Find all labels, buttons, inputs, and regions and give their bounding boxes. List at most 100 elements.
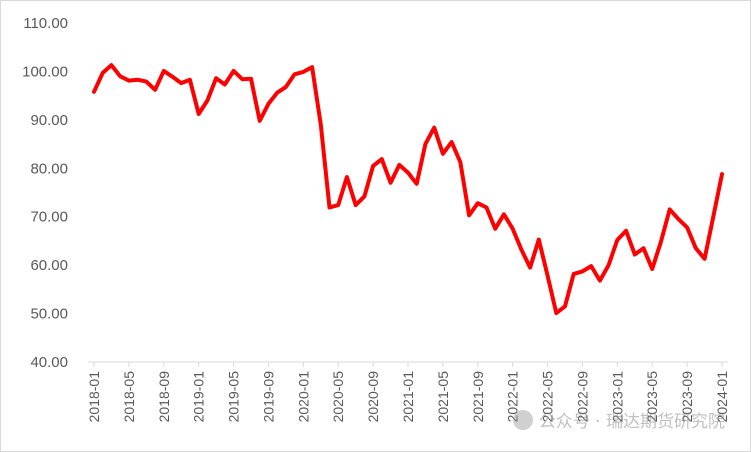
data-point (310, 65, 314, 69)
x-tick-label: 2023-05 (644, 371, 660, 423)
y-tick-label: 80.00 (30, 160, 68, 177)
data-point (389, 181, 393, 185)
data-point (371, 164, 375, 168)
data-point (580, 269, 584, 273)
x-tick-label: 2019-05 (226, 371, 242, 423)
data-point (703, 257, 707, 261)
data-point (476, 201, 480, 205)
data-point (171, 75, 175, 79)
data-point (711, 215, 715, 219)
data-point (275, 91, 279, 95)
data-point (127, 79, 131, 83)
data-point (188, 78, 192, 82)
data-point (607, 263, 611, 267)
x-tick-label: 2024-01 (714, 371, 730, 423)
data-point (362, 194, 366, 198)
data-point (676, 217, 680, 221)
data-point (205, 98, 209, 102)
data-point (153, 88, 157, 92)
data-point (589, 264, 593, 268)
data-point (258, 119, 262, 123)
data-point (223, 83, 227, 87)
data-point (162, 69, 166, 73)
data-point (441, 152, 445, 156)
data-point (485, 206, 489, 210)
data-point (284, 85, 288, 89)
data-point (659, 240, 663, 244)
data-point (118, 74, 122, 78)
data-point (266, 102, 270, 106)
x-tick-label: 2018-01 (86, 371, 102, 423)
x-tick-label: 2020-05 (330, 371, 346, 423)
data-point (493, 227, 497, 231)
data-point (406, 171, 410, 175)
data-point (615, 238, 619, 242)
x-tick-label: 2018-05 (121, 371, 137, 423)
data-point (197, 112, 201, 116)
x-tick-label: 2019-09 (260, 371, 276, 423)
data-point (345, 175, 349, 179)
data-point (598, 279, 602, 283)
data-point (537, 237, 541, 241)
data-point (336, 203, 340, 207)
x-tick-label: 2021-05 (435, 371, 451, 423)
x-tick-label: 2018-09 (156, 371, 172, 423)
data-point (249, 77, 253, 81)
y-tick-label: 100.00 (22, 63, 68, 80)
x-tick-label: 2021-09 (470, 371, 486, 423)
x-tick-label: 2023-01 (609, 371, 625, 423)
y-tick-label: 50.00 (30, 306, 68, 323)
y-axis-ticks: 40.00 50.00 60.00 70.00 80.00 90.00 100.00 110.… (22, 15, 68, 371)
data-point (563, 304, 567, 308)
y-tick-label: 70.00 (30, 209, 68, 226)
data-point (668, 207, 672, 211)
data-point (624, 229, 628, 233)
data-point (450, 140, 454, 144)
data-point (502, 212, 506, 216)
data-point (293, 72, 297, 76)
data-point (546, 274, 550, 278)
x-tick-label: 2019-01 (191, 371, 207, 423)
data-point (432, 126, 436, 130)
data-point (415, 182, 419, 186)
data-point (179, 81, 183, 85)
data-point (214, 76, 218, 80)
data-point (101, 71, 105, 75)
data-point (136, 78, 140, 82)
data-point (685, 225, 689, 229)
x-tick-label: 2022-09 (574, 371, 590, 423)
data-point (633, 252, 637, 256)
data-point (467, 213, 471, 217)
data-point (511, 227, 515, 231)
data-point (528, 266, 532, 270)
x-tick-label: 2020-09 (365, 371, 381, 423)
data-point (397, 163, 401, 167)
watermark: 公众号 · 瑞达期货研究院 (512, 407, 725, 432)
series-line (92, 63, 724, 316)
data-points (92, 63, 724, 315)
data-point (109, 63, 113, 67)
data-point (319, 123, 323, 127)
data-point (519, 248, 523, 252)
x-tick-label: 2022-01 (505, 371, 521, 423)
data-point (720, 172, 724, 176)
x-tick-label: 2020-01 (295, 371, 311, 423)
watermark-text: 公众号 · 瑞达期货研究院 (538, 412, 725, 432)
data-point (328, 206, 332, 210)
y-tick-label: 40.00 (30, 354, 68, 371)
y-tick-label: 90.00 (30, 112, 68, 129)
data-point (642, 246, 646, 250)
data-point (144, 80, 148, 84)
data-point (354, 203, 358, 207)
data-point (650, 267, 654, 271)
data-point (232, 69, 236, 73)
y-tick-label: 60.00 (30, 257, 68, 274)
wechat-icon (512, 409, 533, 430)
data-point (694, 246, 698, 250)
y-tick-label: 110.00 (23, 15, 68, 32)
x-axis-ticks: 2018-01 2018-05 2018-09 2019-01 2019-05 2019-… (86, 362, 730, 422)
data-point (380, 157, 384, 161)
data-point (240, 77, 244, 81)
